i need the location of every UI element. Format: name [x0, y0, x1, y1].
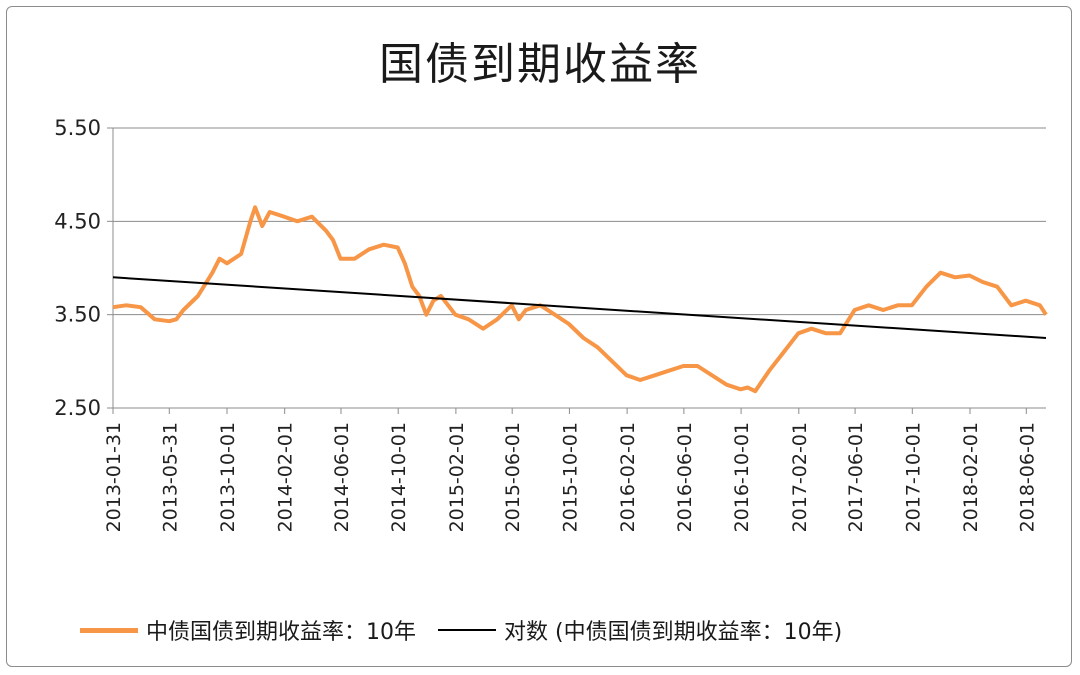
x-tick-label: 2015-06-01 — [502, 422, 524, 532]
x-tick-label: 2018-06-01 — [1016, 422, 1038, 532]
legend-swatch-trend — [438, 629, 496, 631]
x-tick-label: 2013-10-01 — [217, 422, 239, 532]
grid-lines — [113, 127, 1046, 409]
legend-label-trend: 对数 (中债国债到期收益率：10年) — [504, 620, 843, 645]
x-tick-label: 2018-02-01 — [960, 422, 982, 532]
x-tick-label: 2016-02-01 — [617, 422, 639, 532]
chart-frame — [6, 6, 1072, 667]
series-line-trend — [112, 276, 1047, 339]
x-tick-label: 2014-02-01 — [275, 422, 297, 532]
x-tick-label: 2017-06-01 — [845, 422, 867, 532]
x-tick-label: 2017-02-01 — [789, 422, 811, 532]
series-lines — [112, 205, 1048, 394]
y-tick-label: 4.50 — [54, 209, 101, 233]
series-line-yield — [112, 205, 1048, 394]
y-tick-label: 3.50 — [54, 303, 101, 327]
x-tick-label: 2015-02-01 — [446, 422, 468, 532]
x-tick-label: 2014-06-01 — [331, 422, 353, 532]
x-tick-labels: 2013-01-31 2013-05-31 2013-10-01 2014-02-01… — [103, 422, 1038, 532]
legend: 中债国债到期收益率：10年 对数 (中债国债到期收益率：10年) — [80, 612, 864, 648]
legend-swatch-yield — [80, 627, 138, 633]
y-tick-label: 5.50 — [54, 116, 101, 140]
legend-item-yield: 中债国债到期收益率：10年 — [80, 614, 416, 646]
legend-item-trend: 对数 (中债国债到期收益率：10年) — [438, 614, 842, 646]
x-tick-label: 2014-10-01 — [388, 422, 410, 532]
axes — [107, 127, 1046, 414]
legend-label-yield: 中债国债到期收益率：10年 — [146, 620, 416, 645]
x-tick-label: 2015-10-01 — [559, 422, 581, 532]
x-tick-label: 2013-01-31 — [103, 422, 125, 532]
chart-title: 国债到期收益率 — [379, 39, 701, 90]
y-tick-labels: 2.50 3.50 4.50 5.50 — [54, 116, 101, 420]
x-tick-label: 2017-10-01 — [902, 422, 924, 532]
y-tick-label: 2.50 — [54, 396, 101, 420]
x-tick-label: 2016-10-01 — [731, 422, 753, 532]
x-tick-label: 2013-05-31 — [159, 422, 181, 532]
x-tick-label: 2016-06-01 — [674, 422, 696, 532]
